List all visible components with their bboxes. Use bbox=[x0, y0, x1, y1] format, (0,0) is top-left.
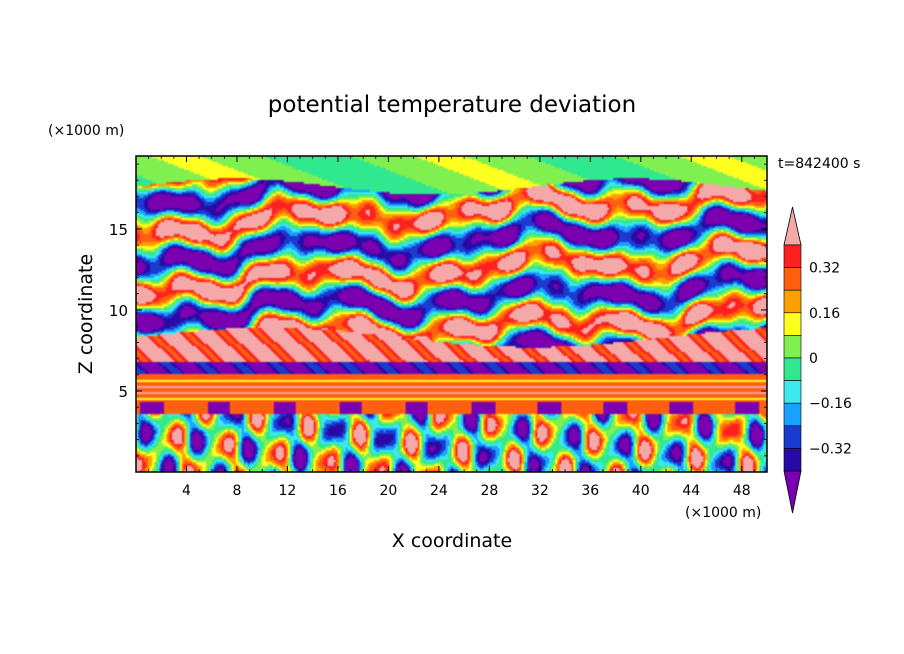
colorbar-box bbox=[783, 267, 802, 291]
x-tick-label: 16 bbox=[329, 483, 347, 499]
heatmap bbox=[136, 156, 767, 472]
colorbar-box bbox=[783, 448, 802, 472]
time-label: t=842400 s bbox=[778, 156, 860, 172]
y-unit-label: (×1000 m) bbox=[48, 123, 124, 139]
y-axis-label: Z coordinate bbox=[75, 254, 97, 374]
x-tick-label: 44 bbox=[682, 483, 700, 499]
y-axis-ticks: 5 10 15 bbox=[109, 163, 767, 457]
y-tick-label: 10 bbox=[109, 302, 128, 320]
colorbar-box bbox=[783, 335, 802, 359]
x-axis-ticks: 4 8 12 16 20 24 28 32 36 40 44 48 bbox=[148, 156, 755, 499]
chart-title: potential temperature deviation bbox=[268, 92, 636, 118]
colorbar-bottom-arrow bbox=[783, 470, 802, 514]
x-tick-label: 20 bbox=[379, 483, 397, 499]
colorbar-label: −0.16 bbox=[809, 396, 852, 412]
x-tick-label: 24 bbox=[430, 483, 448, 499]
colorbar-top-arrow bbox=[783, 206, 802, 246]
colorbar-box bbox=[783, 312, 802, 336]
colorbar-box bbox=[783, 402, 802, 427]
colorbar-label: −0.32 bbox=[809, 441, 852, 457]
colorbar-box bbox=[783, 289, 802, 314]
colorbar-box bbox=[783, 425, 802, 449]
x-tick-label: 8 bbox=[232, 483, 241, 499]
colorbar-box bbox=[783, 244, 802, 268]
x-tick-label: 36 bbox=[581, 483, 599, 499]
colorbar: 0.32 0.16 0 −0.16 −0.32 bbox=[783, 206, 852, 514]
x-tick-label: 32 bbox=[531, 483, 549, 499]
x-axis-label: X coordinate bbox=[392, 530, 512, 552]
x-tick-label: 48 bbox=[733, 483, 751, 499]
x-tick-label: 28 bbox=[480, 483, 498, 499]
colorbar-label: 0 bbox=[809, 351, 818, 367]
y-tick-label: 5 bbox=[118, 383, 128, 401]
x-tick-label: 12 bbox=[279, 483, 297, 499]
x-tick-label: 4 bbox=[182, 483, 191, 499]
heatmap-field bbox=[136, 156, 767, 472]
colorbar-label: 0.16 bbox=[809, 306, 840, 322]
colorbar-box bbox=[783, 380, 802, 404]
colorbar-box bbox=[783, 357, 802, 381]
x-unit-label: (×1000 m) bbox=[685, 505, 761, 521]
colorbar-label: 0.32 bbox=[809, 261, 840, 277]
y-tick-label: 15 bbox=[109, 221, 128, 239]
x-tick-label: 40 bbox=[632, 483, 650, 499]
